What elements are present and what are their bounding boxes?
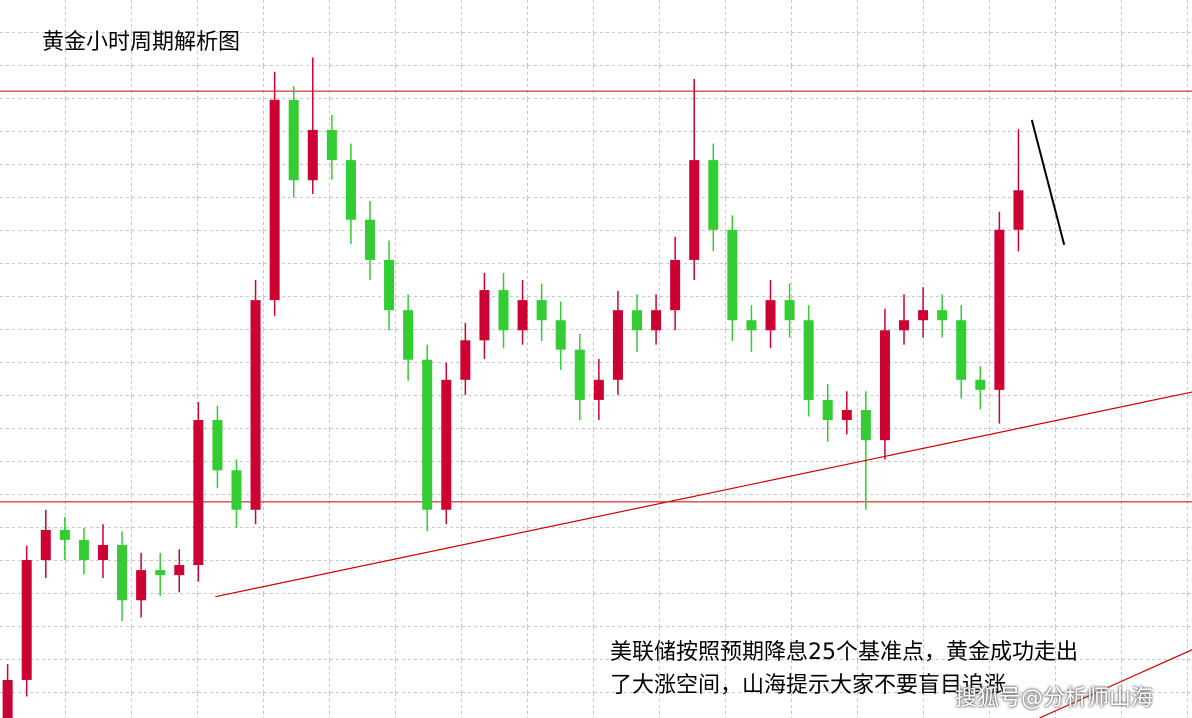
candle-body [689, 160, 700, 260]
candle-body [975, 379, 986, 390]
candle-body [727, 229, 738, 321]
candle-body [288, 99, 299, 181]
candle-body [956, 320, 967, 380]
candle-body [40, 529, 51, 561]
trend-line [215, 391, 1192, 598]
candle-body [479, 290, 490, 341]
candle-body [384, 259, 395, 311]
candle-body [517, 300, 528, 331]
candle-body [78, 539, 89, 561]
candle-body [136, 570, 147, 601]
candle-body [1013, 190, 1024, 230]
candle-body [555, 320, 566, 350]
candle-body [536, 300, 547, 321]
candle-body [899, 320, 910, 331]
trend-line [1030, 119, 1066, 246]
candle-body [937, 310, 948, 321]
candle-body [2, 679, 13, 718]
trend-line [1039, 649, 1192, 718]
candle-body [441, 379, 452, 510]
candle-body [822, 399, 833, 421]
candle-body [994, 229, 1005, 390]
chart-title: 黄金小时周期解析图 [42, 30, 241, 55]
candle-body [174, 565, 185, 576]
annotation: 美联储按照预期降息25个基准点，黄金成功走出 了大涨空间，山海提示大家不要盲目追… [610, 636, 1078, 702]
candle-body [326, 129, 337, 161]
candle-body [422, 359, 433, 510]
annotation-line: 了大涨空间，山海提示大家不要盲目追涨 [610, 673, 1007, 698]
candle-body [97, 544, 108, 561]
candle-body [21, 560, 32, 680]
candle-body [498, 290, 509, 331]
watermark: 搜狐号@分析师山海 [955, 686, 1154, 711]
candle-body [403, 310, 414, 360]
candle-body [117, 544, 128, 601]
candle-body [765, 300, 776, 331]
candle-body [307, 129, 318, 181]
candle-body [708, 160, 719, 230]
candle-body [593, 379, 604, 400]
candle-body [212, 420, 223, 471]
candle-body [784, 300, 795, 321]
candle-body [803, 320, 814, 400]
candle-body [860, 409, 871, 441]
candle-body [345, 160, 356, 220]
candle-body [632, 310, 643, 331]
candle-body [879, 330, 890, 441]
candle-body [574, 349, 585, 400]
candle-body [460, 340, 471, 380]
candle-body [918, 310, 929, 321]
candle-body [364, 219, 375, 260]
candle-body [269, 99, 280, 301]
candle-body [59, 529, 70, 540]
candle-body [612, 310, 623, 380]
candle-body [193, 420, 204, 566]
candle-body [250, 300, 261, 510]
candle-body [231, 470, 242, 510]
candle-body [651, 310, 662, 331]
candle-body [155, 570, 166, 576]
annotation-line: 美联储按照预期降息25个基准点，黄金成功走出 [610, 640, 1078, 665]
candle-body [746, 320, 757, 331]
candle-body [841, 409, 852, 421]
candle-body [670, 259, 681, 311]
